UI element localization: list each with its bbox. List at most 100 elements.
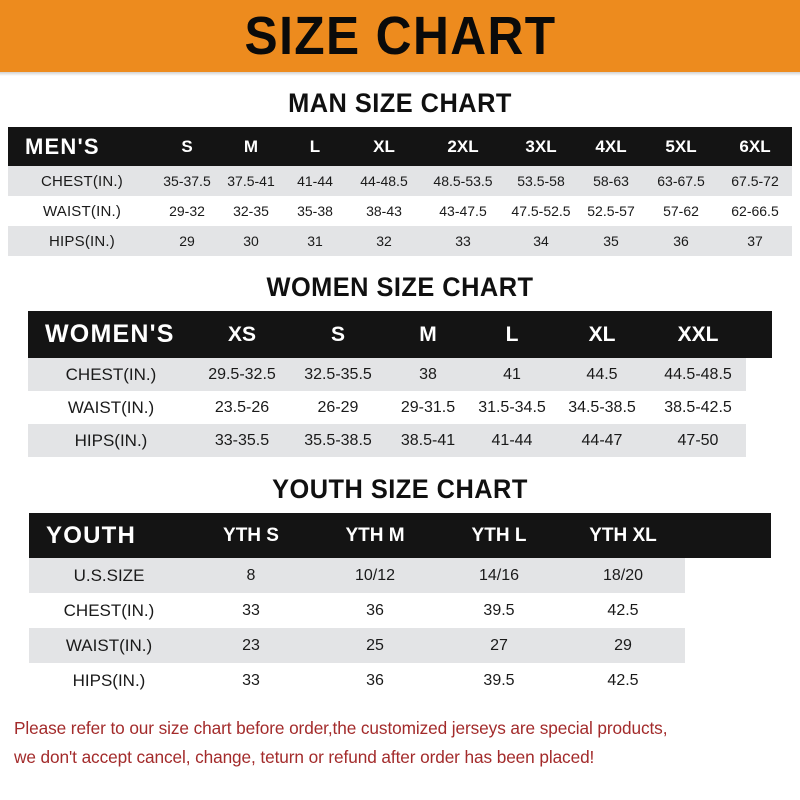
women-row-0-label: CHEST(IN.)	[28, 358, 194, 391]
man-row-2-cell-0: 29	[156, 226, 218, 256]
women-row-0-spacer	[746, 358, 772, 391]
man-row-2-label: HIPS(IN.)	[8, 226, 156, 256]
table-row: WAIST(IN.) 23 25 27 29	[29, 628, 771, 663]
women-row-2-cell-3: 41-44	[470, 424, 554, 457]
man-row-0-cell-7: 63-67.5	[644, 166, 718, 196]
youth-row-3-cell-3: 42.5	[561, 663, 685, 698]
youth-row-1-cell-0: 33	[189, 593, 313, 628]
women-row-0-cell-0: 29.5-32.5	[194, 358, 290, 391]
man-row-1-cell-0: 29-32	[156, 196, 218, 226]
man-size-table: MEN'S S M L XL 2XL 3XL 4XL 5XL 6XL CHEST…	[8, 127, 792, 256]
man-row-0-cell-4: 48.5-53.5	[422, 166, 504, 196]
youth-row-3-spacer	[685, 663, 771, 698]
man-header-cell-7: 4XL	[578, 127, 644, 166]
man-header-cell-0: MEN'S	[8, 127, 156, 166]
man-row-1-cell-6: 52.5-57	[578, 196, 644, 226]
youth-row-3-cell-0: 33	[189, 663, 313, 698]
women-row-2-cell-0: 33-35.5	[194, 424, 290, 457]
women-header-cell-5: XL	[554, 311, 650, 358]
women-row-1-spacer	[746, 391, 772, 424]
man-row-0-label: CHEST(IN.)	[8, 166, 156, 196]
man-row-2-cell-6: 35	[578, 226, 644, 256]
youth-header-cell-4: YTH XL	[561, 513, 685, 558]
women-row-1-cell-5: 38.5-42.5	[650, 391, 746, 424]
women-row-2-cell-2: 38.5-41	[386, 424, 470, 457]
youth-row-3-label: HIPS(IN.)	[29, 663, 189, 698]
youth-row-1-spacer	[685, 593, 771, 628]
women-row-0-cell-5: 44.5-48.5	[650, 358, 746, 391]
man-row-1-cell-1: 32-35	[218, 196, 284, 226]
women-header-spacer	[746, 311, 772, 358]
youth-row-2-cell-1: 25	[313, 628, 437, 663]
man-row-1-label: WAIST(IN.)	[8, 196, 156, 226]
man-row-0-cell-8: 67.5-72	[718, 166, 792, 196]
youth-row-0-cell-1: 10/12	[313, 558, 437, 593]
man-header-cell-4: XL	[346, 127, 422, 166]
banner-shadow	[0, 72, 800, 76]
youth-row-3-cell-1: 36	[313, 663, 437, 698]
youth-size-table: YOUTH YTH S YTH M YTH L YTH XL U.S.SIZE …	[29, 513, 771, 698]
man-row-2-cell-8: 37	[718, 226, 792, 256]
women-header-cell-3: M	[386, 311, 470, 358]
man-section-title: MAN SIZE CHART	[288, 88, 512, 118]
man-row-0-cell-0: 35-37.5	[156, 166, 218, 196]
man-row-1-cell-4: 43-47.5	[422, 196, 504, 226]
man-header-cell-8: 5XL	[644, 127, 718, 166]
women-header-cell-1: XS	[194, 311, 290, 358]
man-row-2-cell-2: 31	[284, 226, 346, 256]
table-row: CHEST(IN.) 29.5-32.5 32.5-35.5 38 41 44.…	[28, 358, 772, 391]
table-row: HIPS(IN.) 29 30 31 32 33 34 35 36 37	[8, 226, 792, 256]
man-row-1-cell-3: 38-43	[346, 196, 422, 226]
table-row: U.S.SIZE 8 10/12 14/16 18/20	[29, 558, 771, 593]
table-row: HIPS(IN.) 33-35.5 35.5-38.5 38.5-41 41-4…	[28, 424, 772, 457]
order-policy-note: Please refer to our size chart before or…	[14, 714, 774, 772]
women-row-1-cell-2: 29-31.5	[386, 391, 470, 424]
man-row-1-cell-7: 57-62	[644, 196, 718, 226]
youth-header-cell-2: YTH M	[313, 513, 437, 558]
man-row-0-cell-2: 41-44	[284, 166, 346, 196]
youth-header-spacer	[685, 513, 771, 558]
women-row-2-cell-4: 44-47	[554, 424, 650, 457]
man-row-2-cell-1: 30	[218, 226, 284, 256]
man-row-2-cell-4: 33	[422, 226, 504, 256]
youth-row-1-cell-3: 42.5	[561, 593, 685, 628]
youth-row-3-cell-2: 39.5	[437, 663, 561, 698]
youth-header-cell-1: YTH S	[189, 513, 313, 558]
man-row-0-cell-6: 58-63	[578, 166, 644, 196]
youth-section-title: YOUTH SIZE CHART	[272, 474, 528, 504]
women-row-2-spacer	[746, 424, 772, 457]
women-header-cell-0: WOMEN'S	[28, 311, 194, 358]
man-row-0-cell-1: 37.5-41	[218, 166, 284, 196]
man-header-cell-1: S	[156, 127, 218, 166]
man-header-cell-3: L	[284, 127, 346, 166]
man-row-2-cell-5: 34	[504, 226, 578, 256]
women-row-0-cell-3: 41	[470, 358, 554, 391]
women-row-1-label: WAIST(IN.)	[28, 391, 194, 424]
women-row-0-cell-1: 32.5-35.5	[290, 358, 386, 391]
table-row: WAIST(IN.) 29-32 32-35 35-38 38-43 43-47…	[8, 196, 792, 226]
youth-row-0-cell-2: 14/16	[437, 558, 561, 593]
page-title: SIZE CHART	[244, 6, 556, 66]
note-line-2: we don't accept cancel, change, teturn o…	[14, 747, 595, 767]
women-row-1-cell-3: 31.5-34.5	[470, 391, 554, 424]
youth-header-cell-3: YTH L	[437, 513, 561, 558]
man-row-0-cell-5: 53.5-58	[504, 166, 578, 196]
youth-table-header-row: YOUTH YTH S YTH M YTH L YTH XL	[29, 513, 771, 558]
man-row-2-cell-3: 32	[346, 226, 422, 256]
man-row-1-cell-2: 35-38	[284, 196, 346, 226]
women-row-2-cell-1: 35.5-38.5	[290, 424, 386, 457]
women-table-header-row: WOMEN'S XS S M L XL XXL	[28, 311, 772, 358]
man-row-1-cell-8: 62-66.5	[718, 196, 792, 226]
youth-row-2-cell-3: 29	[561, 628, 685, 663]
youth-row-2-cell-2: 27	[437, 628, 561, 663]
women-row-0-cell-2: 38	[386, 358, 470, 391]
youth-row-1-cell-2: 39.5	[437, 593, 561, 628]
youth-row-0-cell-3: 18/20	[561, 558, 685, 593]
women-row-1-cell-1: 26-29	[290, 391, 386, 424]
man-header-cell-2: M	[218, 127, 284, 166]
youth-row-0-spacer	[685, 558, 771, 593]
man-row-0-cell-3: 44-48.5	[346, 166, 422, 196]
women-header-cell-6: XXL	[650, 311, 746, 358]
table-row: WAIST(IN.) 23.5-26 26-29 29-31.5 31.5-34…	[28, 391, 772, 424]
youth-row-2-cell-0: 23	[189, 628, 313, 663]
